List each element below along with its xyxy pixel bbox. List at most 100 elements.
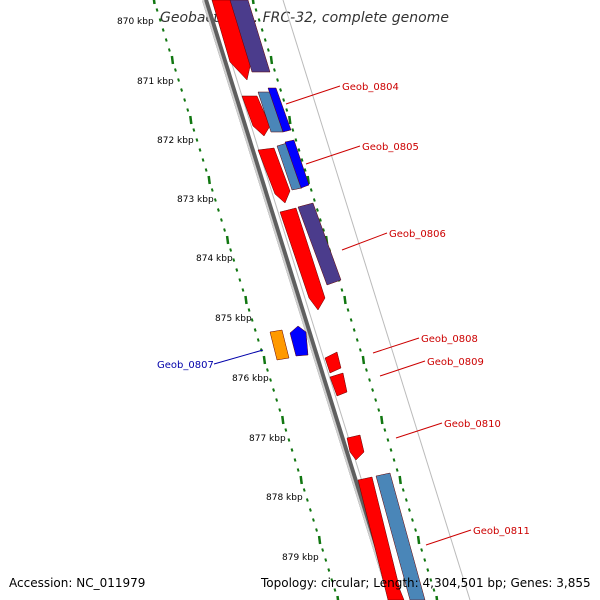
- gene-labels: Geob_0804 Geob_0805 Geob_0806 Geob_0807 …: [157, 82, 530, 537]
- forward-track-edge-outer: [282, 0, 471, 600]
- minor-tick: [302, 488, 306, 492]
- gene-block[interactable]: [257, 147, 291, 204]
- minor-tick: [279, 88, 283, 92]
- major-tick: [281, 415, 285, 425]
- map-title: Geobacter sp. FRC-32, complete genome: [160, 10, 449, 26]
- gene-label[interactable]: Geob_0811: [473, 526, 530, 537]
- callout-line: [379, 360, 426, 377]
- minor-tick: [324, 558, 328, 562]
- major-tick: [244, 295, 248, 305]
- minor-tick: [429, 578, 433, 582]
- gene-block[interactable]: [346, 434, 365, 461]
- minor-tick: [269, 378, 272, 382]
- gene-block[interactable]: [229, 0, 271, 73]
- gene-block[interactable]: [297, 202, 342, 286]
- minor-tick: [358, 348, 362, 352]
- gene-block[interactable]: [329, 372, 348, 397]
- kbp-labels: 870 kbp 871 kbp 872 kbp 873 kbp 874 kbp …: [117, 17, 319, 563]
- minor-tick: [164, 38, 168, 42]
- gene-block[interactable]: [279, 207, 326, 311]
- major-tick: [269, 55, 274, 65]
- minor-tick: [315, 208, 319, 212]
- gene-block[interactable]: [284, 139, 310, 189]
- callout-line: [395, 422, 443, 439]
- minor-tick: [355, 338, 359, 342]
- minor-tick: [374, 398, 378, 402]
- minor-tick: [352, 328, 356, 332]
- gene-block[interactable]: [289, 325, 309, 357]
- tick-label: 873 kbp: [177, 195, 214, 205]
- major-tick: [170, 55, 175, 65]
- tick-label: 872 kbp: [157, 136, 194, 146]
- minor-tick: [322, 228, 325, 232]
- minor-tick: [195, 138, 199, 142]
- gene-label[interactable]: Geob_0810: [444, 419, 501, 430]
- minor-tick: [404, 498, 408, 502]
- gene-label[interactable]: Geob_0809: [427, 357, 484, 368]
- minor-tick: [161, 28, 165, 32]
- minor-tick: [383, 428, 387, 432]
- minor-tick: [220, 218, 223, 222]
- minor-tick: [282, 98, 286, 102]
- gene-block[interactable]: [241, 95, 271, 137]
- major-tick: [225, 235, 230, 245]
- tick-label: 878 kbp: [266, 493, 303, 503]
- minor-tick: [250, 318, 254, 322]
- minor-tick: [308, 508, 312, 512]
- minor-tick: [287, 438, 291, 442]
- minor-tick: [204, 168, 208, 172]
- gene-block[interactable]: [276, 142, 303, 191]
- minor-tick: [386, 438, 390, 442]
- gene-block[interactable]: [211, 0, 252, 81]
- backbone-shadow: [202, 0, 395, 600]
- minor-tick: [192, 128, 196, 132]
- minor-tick: [300, 158, 304, 162]
- major-tick: [299, 475, 303, 485]
- major-tick: [189, 115, 193, 125]
- minor-tick: [238, 278, 242, 282]
- minor-tick: [420, 548, 424, 552]
- minor-tick: [278, 408, 282, 412]
- minor-tick: [273, 68, 276, 72]
- minor-tick: [177, 78, 180, 82]
- minor-tick: [216, 208, 220, 212]
- minor-tick: [312, 198, 316, 202]
- minor-tick: [275, 398, 279, 402]
- major-tick: [262, 355, 267, 365]
- minor-tick: [201, 158, 205, 162]
- gene-label[interactable]: Geob_0804: [342, 82, 399, 93]
- minor-tick: [368, 378, 371, 382]
- minor-tick: [241, 288, 245, 292]
- minor-tick: [260, 28, 264, 32]
- minor-tick: [272, 388, 276, 392]
- minor-tick: [333, 588, 337, 592]
- minor-tick: [254, 8, 258, 12]
- minor-tick: [198, 148, 202, 152]
- minor-tick: [423, 558, 427, 562]
- gene-label[interactable]: Geob_0807: [157, 360, 214, 371]
- gene-label[interactable]: Geob_0808: [421, 334, 478, 345]
- backbone-highlight: [202, 0, 391, 600]
- accession-text: Accession: NC_011979: [9, 576, 145, 590]
- minor-tick: [321, 548, 325, 552]
- gene-block[interactable]: [269, 329, 290, 361]
- callout-line: [213, 349, 264, 365]
- minor-tick: [346, 308, 350, 312]
- callout-line: [341, 232, 388, 251]
- minor-tick: [155, 8, 159, 12]
- minor-tick: [266, 48, 270, 52]
- minor-tick: [266, 368, 269, 372]
- major-tick: [251, 0, 255, 5]
- minor-tick: [256, 338, 260, 342]
- minor-tick: [294, 138, 298, 142]
- gene-block[interactable]: [324, 351, 342, 374]
- gene-block[interactable]: [267, 87, 292, 133]
- minor-tick: [247, 308, 251, 312]
- gene-block[interactable]: [375, 472, 426, 600]
- minor-tick: [210, 188, 214, 192]
- gene-label[interactable]: Geob_0806: [389, 229, 446, 240]
- gene-label[interactable]: Geob_0805: [362, 142, 419, 153]
- callout-line: [305, 145, 361, 165]
- minor-tick: [285, 108, 289, 112]
- gene-block[interactable]: [357, 476, 405, 600]
